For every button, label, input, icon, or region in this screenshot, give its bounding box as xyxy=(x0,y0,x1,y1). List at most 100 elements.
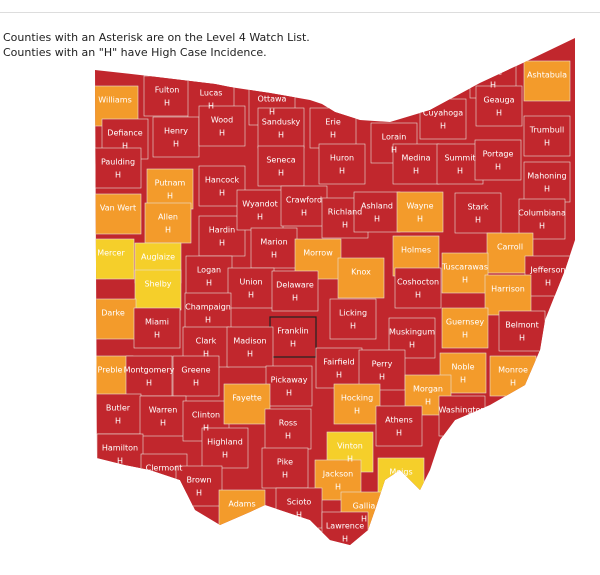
high-incidence-mark: H xyxy=(398,481,404,490)
county xyxy=(454,192,502,234)
county xyxy=(475,85,523,127)
county xyxy=(146,168,194,210)
high-incidence-mark: H xyxy=(290,340,296,349)
county-name: Delaware xyxy=(276,281,314,290)
county-name: Tuscarawas xyxy=(441,263,488,272)
high-incidence-mark: H xyxy=(339,167,345,176)
high-incidence-mark: H xyxy=(396,429,402,438)
county-name: Champaign xyxy=(185,303,231,312)
high-incidence-mark: H xyxy=(459,419,465,428)
high-incidence-mark: H xyxy=(193,379,199,388)
county xyxy=(264,408,312,450)
high-incidence-mark: H xyxy=(330,131,336,140)
high-incidence-mark: H xyxy=(510,379,516,388)
county-name: Muskingum xyxy=(389,328,435,337)
high-incidence-mark: H xyxy=(219,239,225,248)
county xyxy=(134,269,182,311)
county-name: Lake xyxy=(484,68,503,77)
divider xyxy=(0,12,600,13)
county xyxy=(227,267,275,309)
county-name: Van Wert xyxy=(100,204,136,213)
county-name: Henry xyxy=(164,127,188,136)
high-incidence-mark: H xyxy=(519,334,525,343)
high-incidence-mark: H xyxy=(350,322,356,331)
county xyxy=(523,60,571,102)
county-name: Miami xyxy=(145,318,169,327)
county-name: Brown xyxy=(186,476,211,485)
county-name: Geauga xyxy=(483,96,514,105)
high-incidence-mark: H xyxy=(164,99,170,108)
high-incidence-mark: H xyxy=(278,131,284,140)
county-name: Richland xyxy=(328,208,363,217)
county-name: Pike xyxy=(277,458,293,467)
county xyxy=(143,75,191,117)
county-name: Franklin xyxy=(277,327,308,336)
county-name: Noble xyxy=(451,363,474,372)
county-name: Hardin xyxy=(209,226,235,235)
county xyxy=(139,395,187,437)
high-incidence-mark: H xyxy=(347,455,353,464)
county xyxy=(275,487,323,529)
high-incidence-mark: H xyxy=(208,102,214,111)
high-incidence-mark: H xyxy=(544,139,550,148)
county xyxy=(201,427,249,469)
high-incidence-mark: H xyxy=(206,279,212,288)
county-name: Hancock xyxy=(205,176,240,185)
county xyxy=(226,326,274,368)
county xyxy=(261,447,309,489)
county-labels: Williams Fulton H Lucas H Ottawa H Lake H Ashtabu… xyxy=(97,68,567,544)
county xyxy=(185,255,233,297)
county-name: Gallia xyxy=(353,502,376,511)
county xyxy=(95,193,142,235)
note: Counties with an Asterisk are on the Lev… xyxy=(3,31,310,44)
high-incidence-mark: H xyxy=(292,294,298,303)
county xyxy=(441,252,489,294)
county xyxy=(474,139,522,181)
county-name: Fayette xyxy=(232,394,262,403)
high-incidence-mark: H xyxy=(490,81,496,90)
county-name: Putnam xyxy=(155,179,186,188)
high-incidence-mark: H xyxy=(271,251,277,260)
county-name: Guernsey xyxy=(446,318,485,327)
high-incidence-mark: H xyxy=(342,221,348,230)
high-incidence-mark: H xyxy=(539,222,545,231)
county-name: Washington xyxy=(438,406,485,415)
county xyxy=(198,105,246,147)
county xyxy=(523,115,571,157)
county-name: Clark xyxy=(196,337,217,346)
county xyxy=(125,355,173,397)
high-incidence-mark: H xyxy=(335,483,341,492)
high-incidence-mark: H xyxy=(342,535,348,544)
county-name: Knox xyxy=(351,268,371,277)
county xyxy=(329,298,377,340)
high-incidence-mark: H xyxy=(285,432,291,441)
county-name: Union xyxy=(239,278,262,287)
county xyxy=(96,433,144,475)
high-incidence-mark: H xyxy=(257,213,263,222)
county-name: Stark xyxy=(467,203,488,212)
high-incidence-mark: H xyxy=(301,209,307,218)
county xyxy=(498,310,546,352)
county-name: Hamilton xyxy=(102,444,138,453)
county-name: Ross xyxy=(279,419,297,428)
county-name: Crawford xyxy=(286,196,322,205)
high-incidence-mark: H xyxy=(122,142,128,151)
county-name: Allen xyxy=(158,213,178,222)
county-name: Lawrence xyxy=(326,522,364,531)
county-name: Morrow xyxy=(303,249,333,258)
county xyxy=(524,255,572,297)
county xyxy=(95,238,135,280)
county-name: Holmes xyxy=(401,246,431,255)
county xyxy=(489,355,537,397)
county xyxy=(265,365,313,407)
county-name: Trumbull xyxy=(529,126,564,135)
county xyxy=(337,257,385,299)
county-name: Summit xyxy=(444,154,475,163)
county-name: Butler xyxy=(106,404,131,413)
county xyxy=(441,307,489,349)
county-name: Erie xyxy=(325,118,341,127)
high-incidence-mark: H xyxy=(496,109,502,118)
county-name: Monroe xyxy=(498,366,528,375)
high-incidence-mark: H xyxy=(336,371,342,380)
